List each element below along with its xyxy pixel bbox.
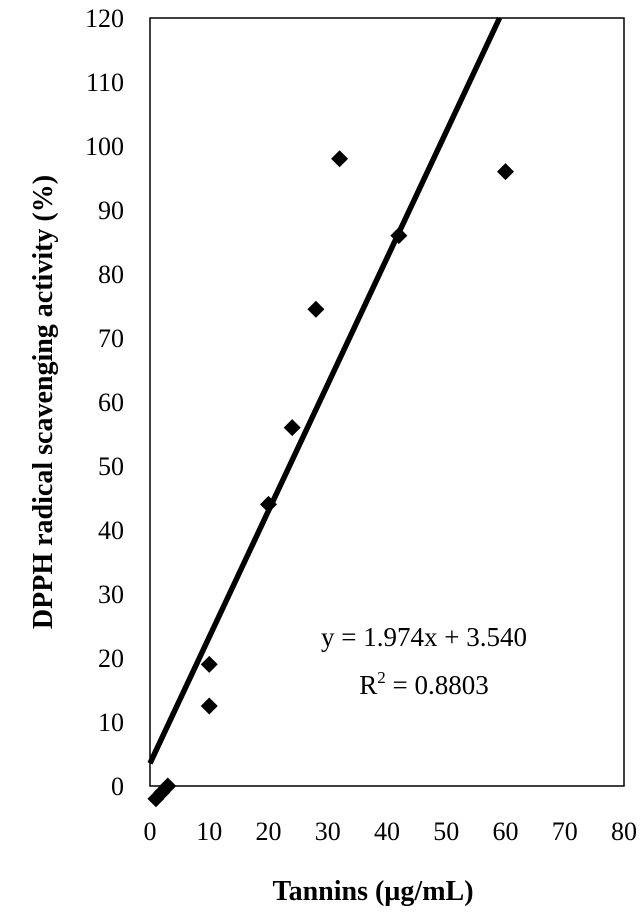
trendline-equation: y = 1.974x + 3.540 [321,622,527,652]
y-tick-label: 90 [98,196,124,225]
data-point-marker [200,697,218,715]
r-squared-superscript: 2 [377,668,386,687]
x-tick-labels: 0 10 20 30 40 50 60 70 80 [144,817,638,846]
equation-box [282,608,582,716]
data-point-marker [260,495,277,513]
data-point-marker [331,150,349,168]
data-point-marker [307,300,325,318]
r-squared-value: = 0.8803 [386,670,489,700]
y-tick-label: 110 [86,68,124,97]
x-axis-title: Tannins (µg/mL) [272,876,473,907]
y-tick-label: 120 [85,4,124,33]
data-point-marker [390,227,408,245]
trendline [147,16,503,765]
y-tick-label: 100 [85,132,124,161]
x-tick-label: 40 [374,817,400,846]
y-tick-label: 80 [98,260,124,289]
x-tick-label: 80 [611,817,637,846]
x-tick-label: 20 [256,817,282,846]
y-tick-label: 60 [98,388,124,417]
y-tick-label: 50 [98,452,124,481]
r-squared-prefix: R [359,670,377,700]
data-point-marker [159,777,177,795]
trendline-layer [147,16,503,765]
x-tick-label: 60 [493,817,519,846]
x-tick-label: 0 [144,817,157,846]
y-tick-label: 40 [98,516,124,545]
data-point-marker [497,163,514,181]
x-tick-label: 30 [315,817,341,846]
y-tick-label: 20 [98,644,124,673]
y-tick-labels: 0 10 20 30 40 50 60 70 80 90 100 110 120 [85,4,124,801]
r-squared-label: R2 = 0.8803 [359,668,489,700]
data-point-marker [283,419,301,437]
x-tick-label: 50 [433,817,459,846]
x-tick-label: 10 [196,817,222,846]
y-axis-title: DPPH radical scavenging activity (%) [28,175,59,629]
y-tick-label: 10 [98,708,124,737]
y-tick-label: 0 [111,772,124,801]
y-tick-label: 70 [98,324,124,353]
data-point-marker [200,655,218,673]
x-tick-label: 70 [552,817,578,846]
data-points [147,150,514,808]
y-tick-label: 30 [98,580,124,609]
